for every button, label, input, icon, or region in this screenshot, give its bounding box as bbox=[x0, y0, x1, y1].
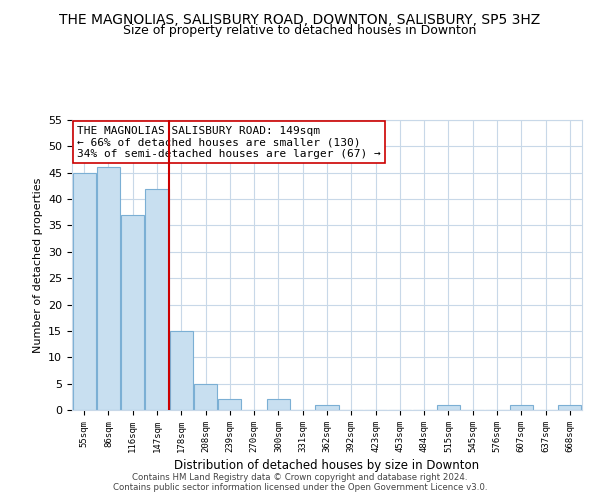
Bar bbox=[170, 331, 193, 410]
Bar bbox=[316, 404, 338, 410]
Bar bbox=[97, 168, 120, 410]
Text: THE MAGNOLIAS SALISBURY ROAD: 149sqm
← 66% of detached houses are smaller (130)
: THE MAGNOLIAS SALISBURY ROAD: 149sqm ← 6… bbox=[77, 126, 381, 159]
Bar bbox=[145, 188, 169, 410]
Bar bbox=[194, 384, 217, 410]
Text: THE MAGNOLIAS, SALISBURY ROAD, DOWNTON, SALISBURY, SP5 3HZ: THE MAGNOLIAS, SALISBURY ROAD, DOWNTON, … bbox=[59, 12, 541, 26]
X-axis label: Distribution of detached houses by size in Downton: Distribution of detached houses by size … bbox=[175, 459, 479, 472]
Bar bbox=[437, 404, 460, 410]
Bar bbox=[559, 404, 581, 410]
Bar bbox=[267, 400, 290, 410]
Text: Size of property relative to detached houses in Downton: Size of property relative to detached ho… bbox=[124, 24, 476, 37]
Bar bbox=[73, 172, 95, 410]
Text: Contains HM Land Registry data © Crown copyright and database right 2024.
Contai: Contains HM Land Registry data © Crown c… bbox=[113, 473, 487, 492]
Bar bbox=[218, 400, 241, 410]
Bar bbox=[121, 215, 144, 410]
Bar bbox=[510, 404, 533, 410]
Y-axis label: Number of detached properties: Number of detached properties bbox=[32, 178, 43, 352]
